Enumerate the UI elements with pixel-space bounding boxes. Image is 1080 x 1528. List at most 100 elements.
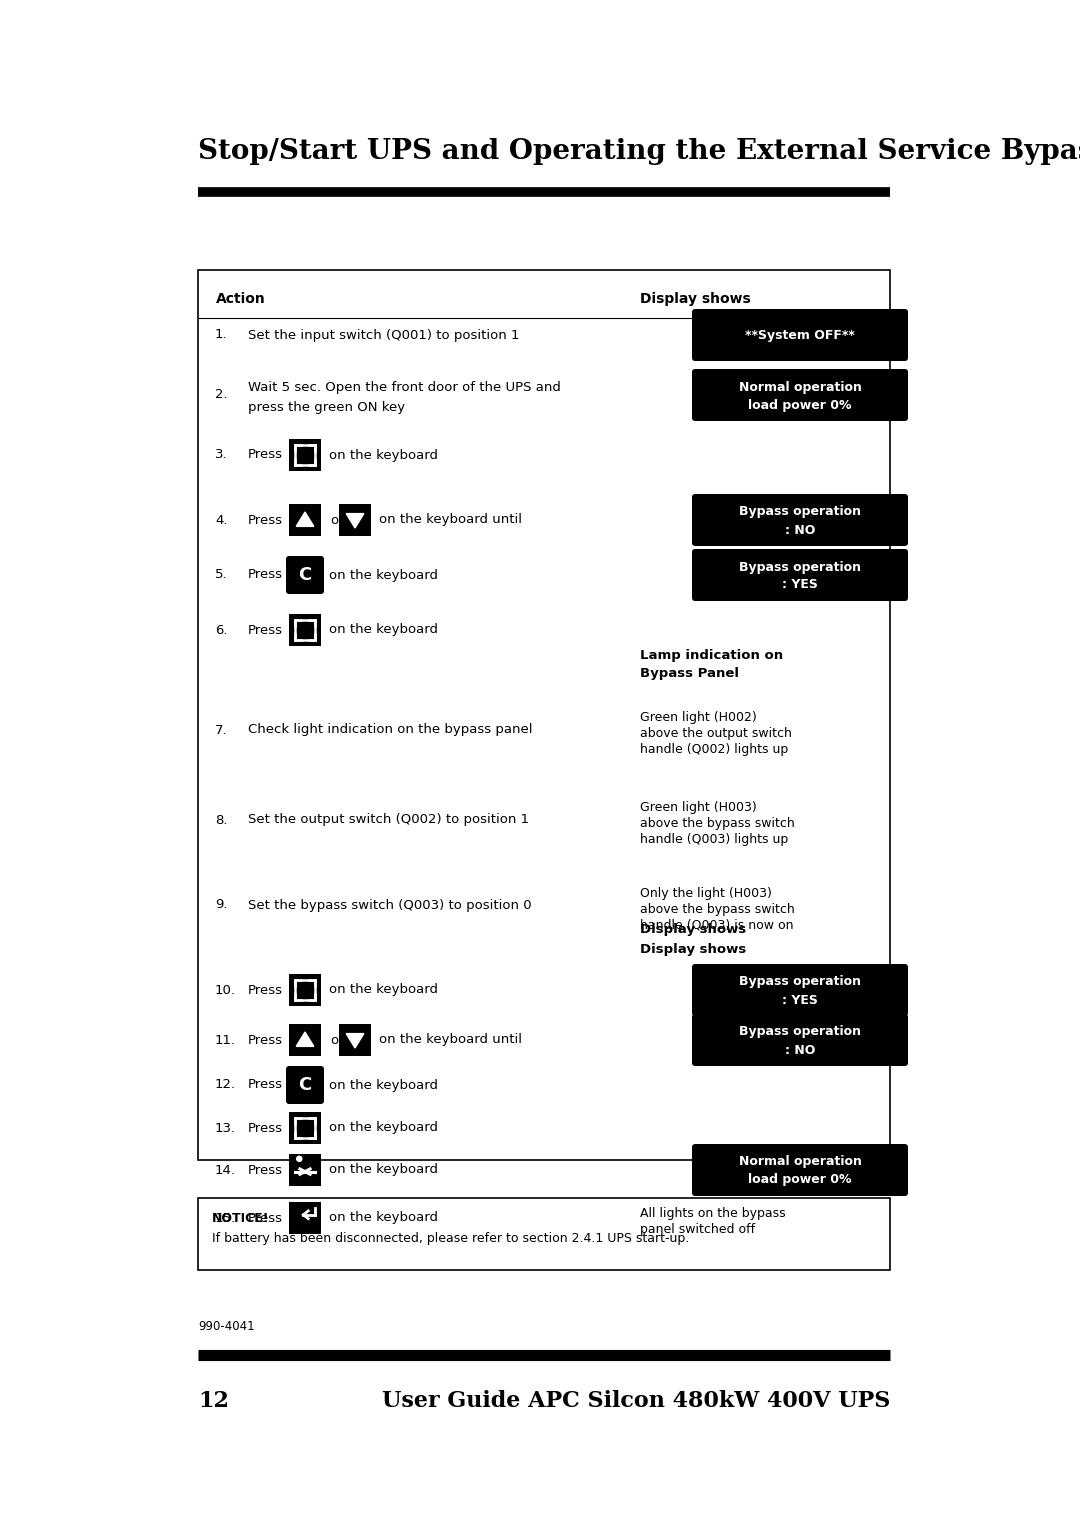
Text: Press: Press [248, 449, 283, 461]
Text: load power 0%: load power 0% [748, 399, 852, 411]
FancyBboxPatch shape [692, 1015, 908, 1067]
FancyBboxPatch shape [286, 556, 324, 594]
Text: **System OFF**: **System OFF** [745, 329, 855, 341]
Text: on the keyboard: on the keyboard [329, 1079, 438, 1091]
Text: on the keyboard: on the keyboard [329, 1163, 438, 1177]
Bar [339, 504, 372, 536]
Text: Bypass operation: Bypass operation [739, 561, 861, 573]
Text: Bypass Panel: Bypass Panel [640, 668, 739, 680]
Bar [198, 270, 890, 1160]
Bar [289, 1154, 321, 1186]
Text: : NO: : NO [785, 1044, 815, 1056]
Text: above the bypass switch: above the bypass switch [640, 817, 795, 831]
Bar [295, 620, 315, 640]
Text: : YES: : YES [782, 579, 818, 591]
Text: Press: Press [248, 568, 283, 582]
Text: Press: Press [248, 1212, 283, 1224]
Text: User Guide APC Silcon 480kW 400V UPS: User Guide APC Silcon 480kW 400V UPS [381, 1390, 890, 1412]
Text: 8.: 8. [215, 813, 228, 827]
Text: press the green ON key: press the green ON key [248, 402, 405, 414]
FancyBboxPatch shape [692, 494, 908, 545]
Text: on the keyboard until: on the keyboard until [379, 513, 522, 527]
Bar [289, 614, 321, 646]
Text: 13.: 13. [215, 1122, 237, 1134]
Text: 5.: 5. [215, 568, 228, 582]
Text: on the keyboard until: on the keyboard until [379, 1033, 522, 1047]
Text: Wait 5 sec. Open the front door of the UPS and: Wait 5 sec. Open the front door of the U… [248, 380, 561, 394]
FancyBboxPatch shape [692, 1144, 908, 1196]
Text: Lamp indication on: Lamp indication on [640, 648, 783, 662]
Circle shape [297, 1157, 301, 1161]
Text: on the keyboard: on the keyboard [329, 449, 438, 461]
Text: 14.: 14. [215, 1163, 237, 1177]
Text: above the output switch: above the output switch [640, 727, 792, 741]
Polygon shape [347, 513, 364, 529]
Text: on the keyboard: on the keyboard [329, 568, 438, 582]
Text: panel switched off: panel switched off [640, 1224, 755, 1236]
Bar [289, 439, 321, 471]
Text: handle (Q003) is now on: handle (Q003) is now on [640, 918, 794, 932]
Text: handle (Q003) lights up: handle (Q003) lights up [640, 833, 788, 847]
Text: 6.: 6. [215, 623, 228, 637]
Text: All lights on the bypass: All lights on the bypass [640, 1207, 785, 1219]
Text: C: C [298, 1076, 312, 1094]
Text: Set the output switch (Q002) to position 1: Set the output switch (Q002) to position… [248, 813, 529, 827]
Bar [339, 1024, 372, 1056]
Bar [289, 504, 321, 536]
Text: Green light (H003): Green light (H003) [640, 802, 757, 814]
Text: Display shows: Display shows [640, 292, 751, 306]
Text: Press: Press [248, 984, 283, 996]
Text: Action: Action [216, 292, 266, 306]
Text: Set the input switch (Q001) to position 1: Set the input switch (Q001) to position … [248, 329, 519, 341]
FancyBboxPatch shape [692, 368, 908, 422]
Text: Normal operation: Normal operation [739, 1155, 862, 1169]
Text: Normal operation: Normal operation [739, 380, 862, 394]
Polygon shape [296, 512, 314, 527]
Bar [289, 1203, 321, 1235]
Text: 2.: 2. [215, 388, 228, 402]
Text: If battery has been disconnected, please refer to section 2.4.1 UPS start-up.: If battery has been disconnected, please… [212, 1232, 689, 1245]
Text: Press: Press [248, 1122, 283, 1134]
Text: Stop/Start UPS and Operating the External Service Bypass: Stop/Start UPS and Operating the Externa… [198, 138, 1080, 165]
Text: NOTICE!: NOTICE! [212, 1212, 270, 1225]
FancyBboxPatch shape [692, 309, 908, 361]
Text: Display shows: Display shows [640, 943, 746, 957]
Text: Display shows: Display shows [640, 923, 746, 937]
Text: Press: Press [248, 513, 283, 527]
Text: on the keyboard: on the keyboard [329, 984, 438, 996]
Text: 12.: 12. [215, 1079, 237, 1091]
Text: Press: Press [248, 1079, 283, 1091]
Text: : YES: : YES [782, 993, 818, 1007]
Text: on the keyboard: on the keyboard [329, 1212, 438, 1224]
Text: Press: Press [248, 1163, 283, 1177]
Text: 4.: 4. [215, 513, 228, 527]
Text: handle (Q002) lights up: handle (Q002) lights up [640, 744, 788, 756]
Bar [295, 979, 315, 999]
FancyBboxPatch shape [692, 964, 908, 1016]
Text: Check light indication on the bypass panel: Check light indication on the bypass pan… [248, 723, 532, 736]
Text: load power 0%: load power 0% [748, 1174, 852, 1187]
Bar [295, 445, 315, 465]
Text: 15.: 15. [215, 1212, 237, 1224]
Text: 7.: 7. [215, 723, 228, 736]
Text: Bypass operation: Bypass operation [739, 506, 861, 518]
Text: 9.: 9. [215, 898, 228, 912]
Text: Bypass operation: Bypass operation [739, 975, 861, 989]
Bar [289, 1024, 321, 1056]
Text: on the keyboard: on the keyboard [329, 1122, 438, 1134]
Bar [295, 1118, 315, 1138]
Text: Set the bypass switch (Q003) to position 0: Set the bypass switch (Q003) to position… [248, 898, 531, 912]
Text: 10.: 10. [215, 984, 237, 996]
Text: Press: Press [248, 1033, 283, 1047]
FancyBboxPatch shape [286, 1067, 324, 1105]
Text: 11.: 11. [215, 1033, 237, 1047]
Text: 990-4041: 990-4041 [198, 1320, 255, 1332]
Text: : NO: : NO [785, 524, 815, 536]
Text: 1.: 1. [215, 329, 228, 341]
Text: or: or [330, 1033, 343, 1047]
Text: or: or [330, 513, 343, 527]
Polygon shape [347, 1033, 364, 1048]
Text: 3.: 3. [215, 449, 228, 461]
Text: on the keyboard: on the keyboard [329, 623, 438, 637]
Text: Bypass operation: Bypass operation [739, 1025, 861, 1039]
